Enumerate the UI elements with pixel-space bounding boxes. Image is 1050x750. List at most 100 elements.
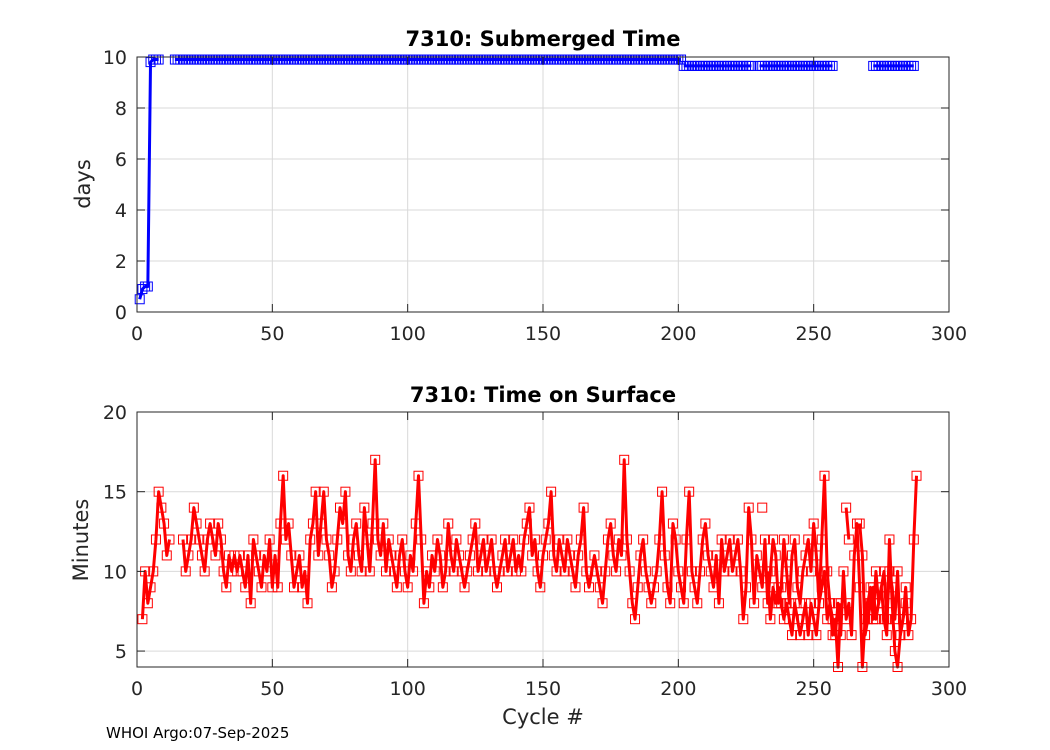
surface-data-point [876, 582, 887, 593]
surface-data-point [784, 614, 795, 625]
surface-data-point [865, 598, 876, 609]
surface-data-point [264, 534, 275, 545]
surface-data-point [643, 582, 654, 593]
surface-data-point [732, 534, 743, 545]
surface-data-point [508, 534, 519, 545]
surface-data-point [670, 534, 681, 545]
surface-data-point [868, 582, 879, 593]
surface-data-point [630, 614, 641, 625]
surface-data-point [432, 534, 443, 545]
surface-data-point [787, 550, 798, 561]
surface-data-point [188, 502, 199, 513]
surface-data-point [697, 534, 708, 545]
submerged-x-tick-label: 250 [796, 323, 832, 345]
surface-data-point [805, 566, 816, 577]
surface-data-point [275, 518, 286, 529]
surface-data-point [546, 486, 557, 497]
surface-data-point [822, 614, 833, 625]
surface-y-tick-label: 20 [103, 402, 127, 424]
surface-data-point [337, 518, 348, 529]
surface-chart-title: 7310: Time on Surface [410, 383, 676, 407]
submerged-ticks: 0 50 100 150 200 250 300 0 2 4 6 8 10 [103, 47, 967, 345]
surface-data-point [673, 566, 684, 577]
surface-data-point [213, 518, 224, 529]
surface-data-point [540, 534, 551, 545]
surface-data-point [646, 598, 657, 609]
surface-data-point [816, 582, 827, 593]
surface-data-point [232, 566, 243, 577]
surface-x-tick-label: 150 [525, 678, 561, 700]
surface-data-point [659, 550, 670, 561]
surface-data-point [762, 566, 773, 577]
surface-data-point [843, 534, 854, 545]
surface-data-point [318, 486, 329, 497]
surface-data-point [578, 502, 589, 513]
surface-data-point [789, 598, 800, 609]
surface-x-tick-label: 250 [796, 678, 832, 700]
surface-data-point [150, 534, 161, 545]
surface-data-point [770, 550, 781, 561]
surface-data-point [805, 598, 816, 609]
surface-data-point [475, 550, 486, 561]
surface-data-point [191, 518, 202, 529]
surface-data-point [256, 582, 267, 593]
surface-data-point [326, 582, 337, 593]
surface-data-point [242, 550, 253, 561]
surface-data-point [632, 582, 643, 593]
surface-data-point [437, 582, 448, 593]
surface-data-point [616, 550, 627, 561]
surface-data-point [421, 566, 432, 577]
surface-data-point [362, 534, 373, 545]
surface-data-point [456, 566, 467, 577]
surface-data-point [862, 614, 873, 625]
surface-data-point [678, 598, 689, 609]
surface-data-point [722, 550, 733, 561]
surface-data-point [194, 534, 205, 545]
surface-data-point [613, 534, 624, 545]
submerged-data-point [908, 60, 919, 71]
surface-data-point [703, 550, 714, 561]
surface-data-point [424, 582, 435, 593]
surface-data-point [854, 518, 865, 529]
surface-data-point [527, 550, 538, 561]
surface-data-point [667, 518, 678, 529]
surface-data-point [253, 566, 264, 577]
surface-data-point [313, 550, 324, 561]
surface-data-point [816, 534, 827, 545]
surface-data-point [575, 534, 586, 545]
surface-data-point [860, 630, 871, 641]
surface-data-point [234, 550, 245, 561]
surface-data-point [746, 534, 757, 545]
surface-data-point [605, 518, 616, 529]
surface-data-point [624, 566, 635, 577]
surface-data-point [584, 582, 595, 593]
surface-data-point [324, 550, 335, 561]
surface-data-point [261, 566, 272, 577]
surface-data-point [164, 534, 175, 545]
surface-data-point [884, 534, 895, 545]
surface-data-point [548, 550, 559, 561]
surface-data-point [814, 598, 825, 609]
surface-data-point [889, 614, 900, 625]
surface-data-point [559, 566, 570, 577]
surface-data-point [543, 518, 554, 529]
surface-data-point [297, 582, 308, 593]
surface-data-point [735, 566, 746, 577]
surface-data-point [199, 566, 210, 577]
surface-data-point [375, 550, 386, 561]
surface-data-point [705, 566, 716, 577]
surface-data-point [692, 598, 703, 609]
surface-data-point [278, 470, 289, 481]
surface-data-point [321, 534, 332, 545]
surface-y-tick-label: 5 [115, 641, 127, 663]
surface-data-point [207, 534, 218, 545]
surface-data-point [524, 502, 535, 513]
surface-data-point [819, 470, 830, 481]
surface-data-point [565, 550, 576, 561]
surface-series [137, 454, 922, 672]
surface-data-point [435, 550, 446, 561]
surface-data-point [427, 550, 438, 561]
surface-data-point [248, 534, 259, 545]
submerged-data-point [153, 54, 164, 65]
surface-data-point [751, 550, 762, 561]
